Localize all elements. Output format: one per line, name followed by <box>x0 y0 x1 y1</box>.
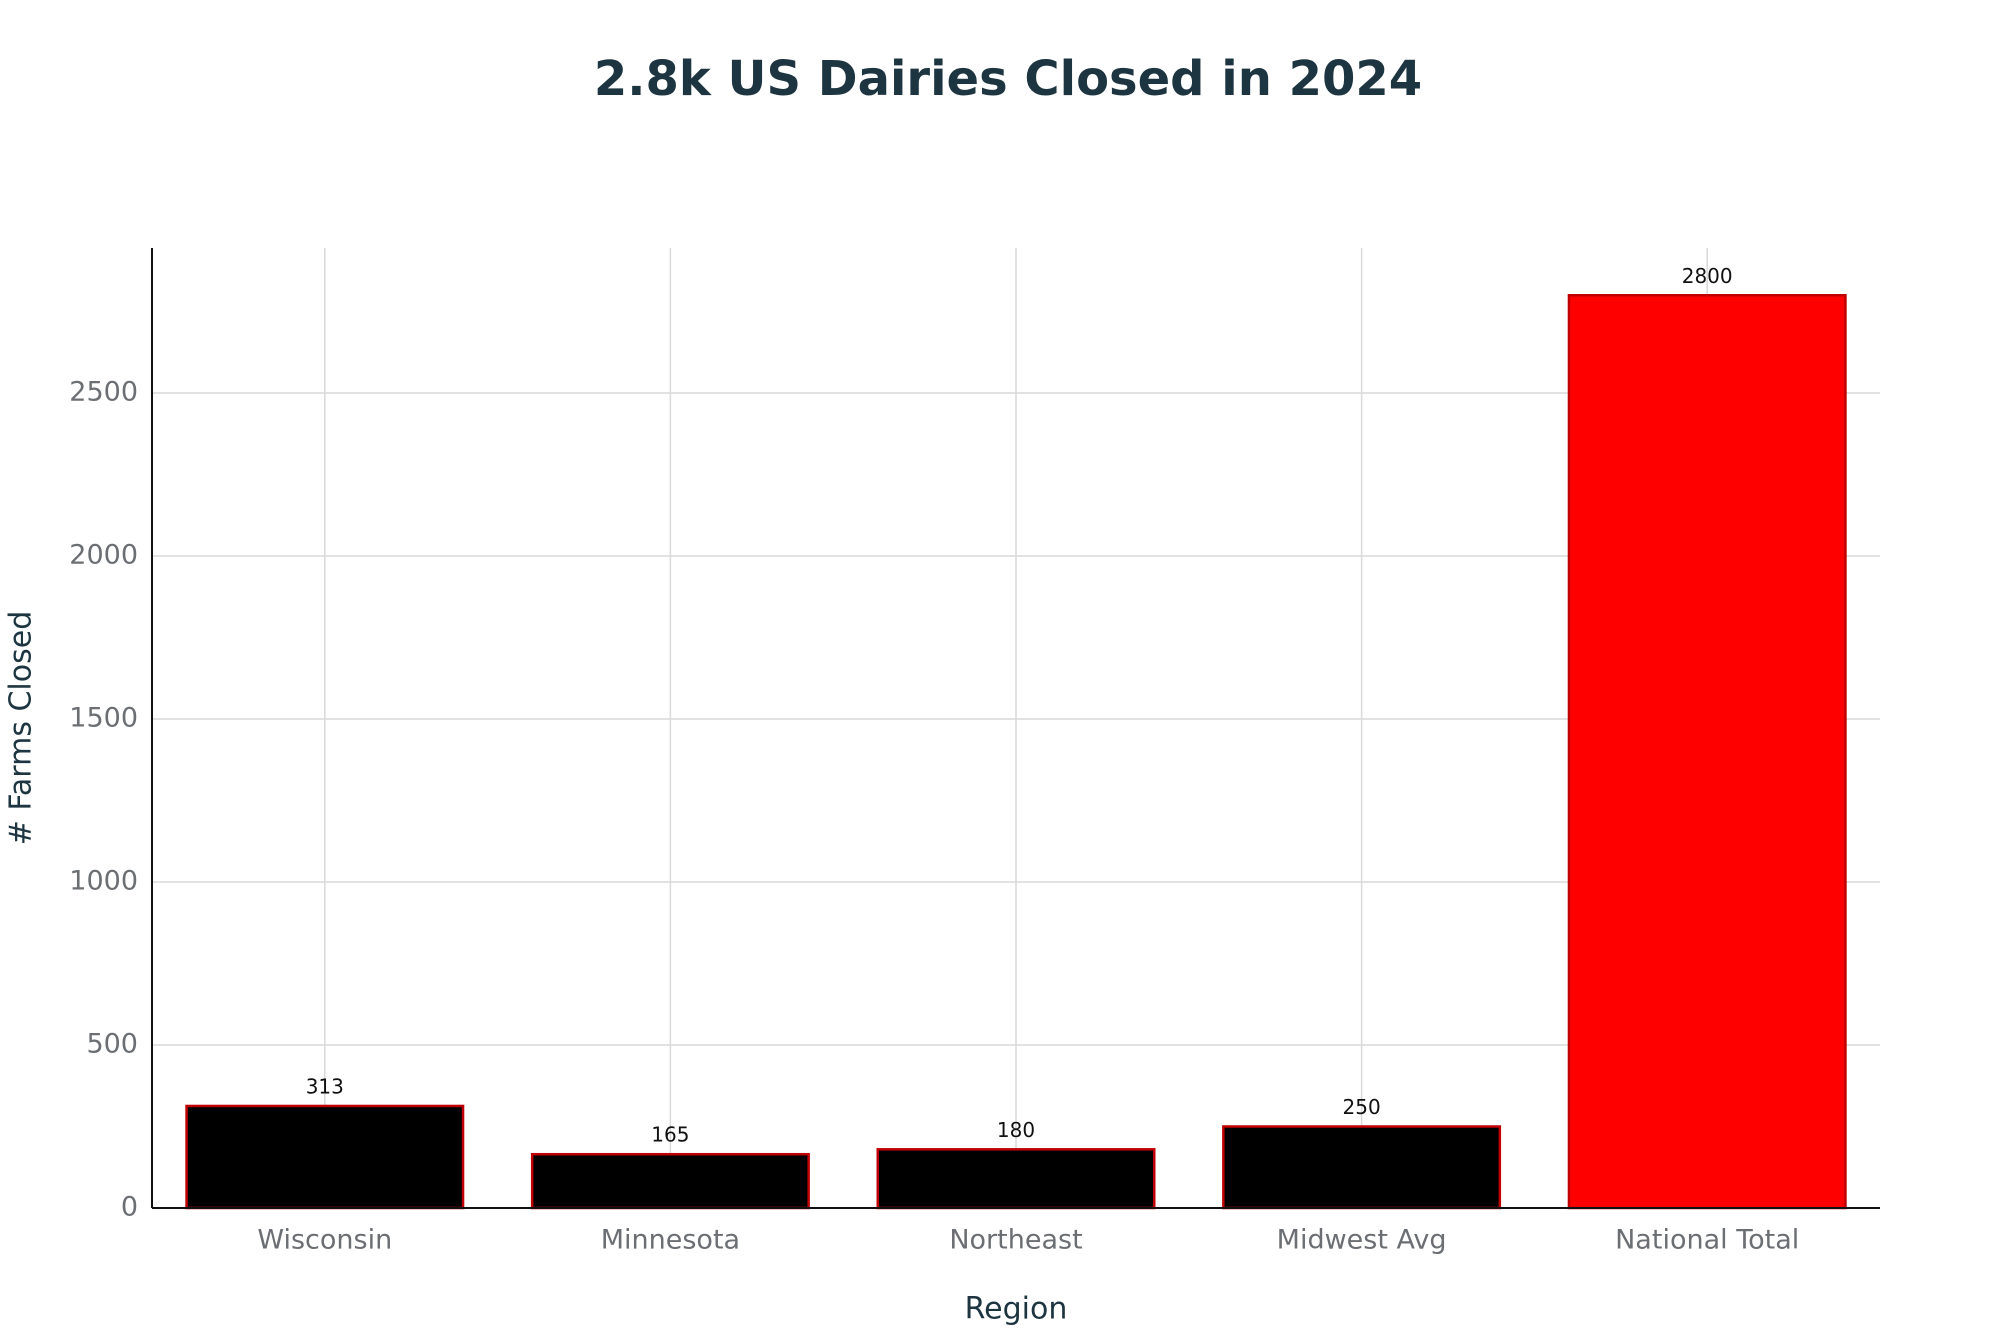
value-label: 180 <box>997 1118 1035 1142</box>
chart-title: 2.8k US Dairies Closed in 2024 <box>594 51 1422 107</box>
x-tick-label: Minnesota <box>601 1225 740 1256</box>
value-label: 250 <box>1343 1095 1381 1119</box>
x-tick-label: Midwest Avg <box>1277 1225 1447 1256</box>
bar <box>185 1104 465 1210</box>
y-tick-label: 0 <box>121 1192 138 1223</box>
bar <box>876 1148 1156 1210</box>
value-label: 313 <box>306 1074 344 1098</box>
x-tick-label: Wisconsin <box>257 1225 392 1256</box>
x-tick-label: National Total <box>1615 1225 1799 1256</box>
bar <box>530 1152 810 1210</box>
y-tick-label: 2000 <box>69 540 138 571</box>
bar <box>1567 294 1847 1210</box>
y-tick-label: 1500 <box>69 703 138 734</box>
y-tick-label: 500 <box>86 1029 138 1060</box>
x-tick-label: Northeast <box>949 1225 1082 1256</box>
y-axis-title: # Farms Closed <box>4 611 39 846</box>
y-tick-label: 2500 <box>69 377 138 408</box>
y-tick-label: 1000 <box>69 866 138 897</box>
value-label: 2800 <box>1682 264 1733 288</box>
value-label: 165 <box>651 1123 689 1147</box>
x-axis-title: Region <box>965 1292 1068 1327</box>
bar <box>1222 1125 1502 1210</box>
